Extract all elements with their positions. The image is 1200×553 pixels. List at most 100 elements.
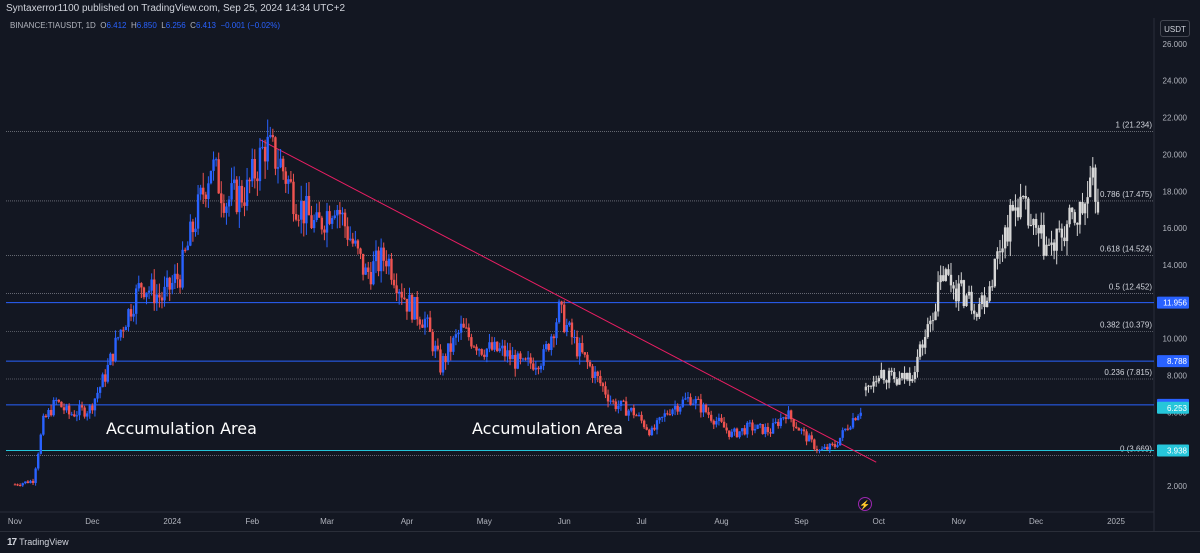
price-candle-body bbox=[140, 283, 143, 288]
price-tag-label: 3.938 bbox=[1167, 446, 1188, 455]
projection-candle-body bbox=[1096, 201, 1100, 213]
price-candle-body bbox=[65, 405, 68, 411]
x-tick-label: Apr bbox=[401, 517, 414, 526]
price-candle-body bbox=[39, 434, 42, 454]
projection-candle-body bbox=[890, 370, 893, 373]
currency-button[interactable]: USDT bbox=[1160, 20, 1190, 37]
price-chart[interactable]: 2.0004.0006.0008.00010.00012.00014.00016… bbox=[0, 0, 1200, 531]
price-candle-body bbox=[707, 412, 710, 415]
publish-info: Syntaxerror1100 published on TradingView… bbox=[6, 3, 346, 14]
x-tick-label: Jul bbox=[636, 517, 646, 526]
price-candle-body bbox=[96, 392, 99, 399]
price-candle-body bbox=[475, 346, 478, 351]
price-candle-body bbox=[452, 337, 455, 352]
price-candle-body bbox=[416, 297, 419, 320]
price-candle-body bbox=[75, 415, 79, 417]
price-candle-body bbox=[400, 291, 403, 298]
price-candle-body bbox=[802, 429, 806, 432]
symbol-name[interactable]: BINANCE:TIAUSDT, 1D bbox=[10, 21, 96, 30]
price-candle-body bbox=[408, 294, 411, 312]
lightning-icon[interactable]: ⚡ bbox=[858, 497, 872, 511]
x-tick-label: Aug bbox=[714, 517, 728, 526]
price-candle-body bbox=[488, 342, 491, 349]
price-candle-body bbox=[343, 212, 347, 227]
accumulation-area-label-1: Accumulation Area bbox=[106, 419, 257, 438]
price-candle-body bbox=[171, 282, 174, 290]
price-candle-body bbox=[91, 405, 94, 411]
y-tick-label: 10.000 bbox=[1163, 335, 1188, 344]
price-candle-body bbox=[328, 211, 331, 224]
price-candle-body bbox=[31, 480, 35, 483]
price-candle-body bbox=[820, 448, 824, 451]
price-candle-body bbox=[323, 229, 326, 233]
price-candle-body bbox=[158, 294, 161, 298]
y-tick-label: 8.000 bbox=[1167, 372, 1188, 381]
price-candle-body bbox=[684, 398, 687, 400]
price-candle-body bbox=[694, 398, 697, 404]
price-candle-body bbox=[529, 357, 532, 364]
price-candle-body bbox=[62, 407, 66, 411]
price-candle-body bbox=[818, 450, 821, 452]
price-candle-body bbox=[307, 195, 311, 216]
price-candle-body bbox=[637, 414, 641, 416]
price-candle-body bbox=[606, 394, 610, 402]
tradingview-logo[interactable]: 17 TradingView bbox=[7, 537, 69, 548]
price-candle-body bbox=[165, 277, 169, 287]
price-candle-body bbox=[756, 424, 759, 429]
projection-candle-body bbox=[944, 269, 948, 281]
price-candle-body bbox=[635, 415, 638, 417]
price-candle-body bbox=[67, 405, 71, 415]
projection-candle-body bbox=[1016, 207, 1020, 218]
projection-candle-body bbox=[903, 372, 906, 380]
fib-level-label: 0.382 (10.379) bbox=[1100, 321, 1152, 330]
price-candle-body bbox=[134, 288, 138, 314]
price-candle-body bbox=[49, 409, 53, 416]
price-candle-body bbox=[841, 430, 844, 438]
tradingview-logo-mark: 17 bbox=[7, 537, 17, 548]
price-candle-body bbox=[183, 249, 187, 251]
price-candle-body bbox=[78, 405, 81, 416]
price-candle-body bbox=[534, 367, 538, 370]
price-candle-body bbox=[292, 181, 295, 215]
price-candle-body bbox=[431, 331, 434, 352]
price-candle-body bbox=[673, 405, 677, 410]
price-candle-body bbox=[581, 343, 584, 353]
projection-candle-body bbox=[1011, 204, 1015, 211]
price-candle-body bbox=[225, 206, 228, 213]
projection-candle-body bbox=[1006, 227, 1009, 242]
fib-level-label: 0 (3.669) bbox=[1120, 444, 1152, 453]
price-candle-body bbox=[114, 337, 117, 362]
price-candle-body bbox=[80, 405, 84, 408]
price-candle-body bbox=[565, 325, 568, 333]
price-candle-body bbox=[849, 427, 852, 430]
price-candle-body bbox=[446, 343, 450, 363]
close-label: C bbox=[190, 21, 196, 30]
x-tick-label: Jun bbox=[558, 517, 571, 526]
price-candle-body bbox=[359, 248, 362, 254]
price-candle-body bbox=[766, 426, 770, 433]
price-candle-body bbox=[483, 354, 486, 357]
price-candle-body bbox=[676, 405, 679, 412]
price-candle-body bbox=[725, 427, 728, 431]
price-candle-body bbox=[846, 428, 850, 430]
price-candle-body bbox=[294, 214, 298, 220]
price-candle-body bbox=[800, 429, 803, 431]
price-candle-body bbox=[699, 399, 703, 413]
price-candle-body bbox=[789, 410, 793, 420]
price-candle-body bbox=[421, 324, 424, 328]
price-candle-body bbox=[642, 420, 646, 428]
projection-candle-body bbox=[1047, 244, 1051, 246]
price-candle-body bbox=[815, 448, 819, 451]
price-candle-body bbox=[655, 420, 659, 430]
projection-candle-body bbox=[931, 320, 935, 322]
projection-candle-body bbox=[1009, 204, 1012, 242]
projection-candle-body bbox=[1003, 227, 1007, 249]
price-candle-body bbox=[465, 327, 468, 329]
price-candle-body bbox=[570, 322, 574, 338]
price-candle-body bbox=[709, 414, 713, 421]
projection-candle-body bbox=[898, 378, 901, 385]
change-value: −0.001 (−0.02%) bbox=[220, 21, 281, 30]
price-candle-body bbox=[514, 354, 517, 369]
price-candle-body bbox=[560, 301, 563, 305]
projection-candle-body bbox=[1042, 224, 1046, 256]
